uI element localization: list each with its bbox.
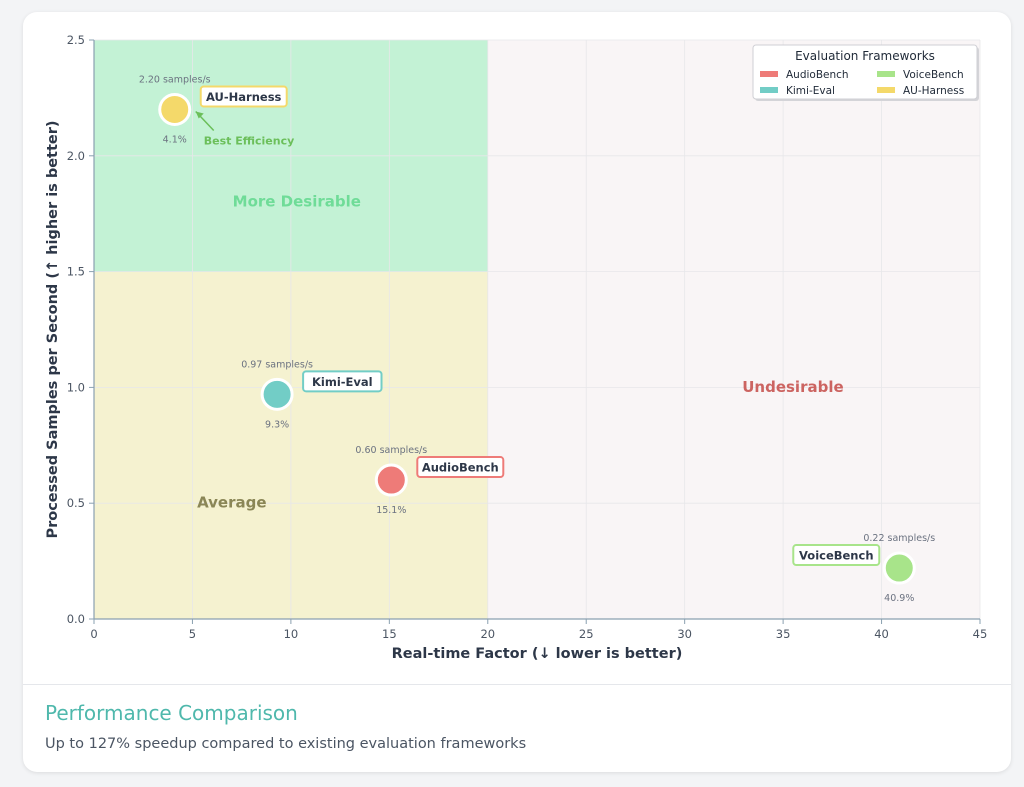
card-subtitle: Up to 127% speedup compared to existing … [45,736,527,752]
region-undesirable [487,40,980,619]
x-tick-label: 15 [382,627,397,641]
series-name-label: AudioBench [422,461,499,475]
x-axis-label: Real-time Factor (↓ lower is better) [392,646,683,662]
card-divider [23,684,1011,685]
point-voicebench [882,551,916,585]
x-tick-label: 20 [480,627,495,641]
y-tick-label: 2.5 [67,33,85,47]
legend-entry-label: AudioBench [786,69,849,81]
x-tick-label: 0 [90,627,97,641]
point-audiobench [374,463,408,497]
y-axis-label: Processed Samples per Second (↑ higher i… [45,120,61,538]
y-tick-label: 1.0 [67,380,85,394]
legend-swatch [760,71,778,77]
x-tick-label: 35 [776,627,791,641]
series-name-box [416,456,505,479]
legend-swatch [760,87,778,93]
annotation-arrow-head [195,111,204,119]
point-percent-label: 15.1% [376,505,406,516]
x-tick-label: 25 [579,627,594,641]
legend-swatch [877,71,895,77]
series-name-box [792,544,881,567]
region-label: Undesirable [742,378,843,396]
point-percent-label: 4.1% [163,134,187,145]
y-tick-label: 1.5 [67,265,85,279]
point-au-harness [158,92,192,126]
point-percent-label: 40.9% [884,593,914,604]
annotation-label: Best Efficiency [204,134,295,147]
series-name-box [302,370,383,393]
point-value-label: 0.60 samples/s [355,445,427,456]
x-tick-label: 45 [973,627,988,641]
legend-entry-label: AU-Harness [903,85,964,97]
point-percent-label: 9.3% [265,419,289,430]
scatter-chart: More Desirable Average Undesirable 0 5 10 15 20… [45,33,988,662]
series-name-label: AU-Harness [206,90,282,104]
point-value-label: 2.20 samples/s [139,74,211,85]
series-name-box [199,85,288,108]
series-name-label: VoiceBench [799,549,874,563]
region-label: Average [197,494,266,512]
series-name-label: Kimi-Eval [312,375,373,389]
legend-box [752,44,978,100]
x-tick-label: 5 [189,627,196,641]
legend-swatch [877,87,895,93]
y-tick-label: 0.5 [67,496,85,510]
point-kimi-eval [260,377,294,411]
x-tick-label: 10 [284,627,299,641]
chart-area: More Desirable Average Undesirable 0 5 10 15 20… [23,12,1011,684]
y-tick-label: 2.0 [67,149,85,163]
region-label: More Desirable [233,193,361,211]
x-tick-label: 40 [874,627,889,641]
legend-entry-label: Kimi-Eval [786,85,835,97]
point-value-label: 0.97 samples/s [241,359,313,370]
y-tick-label: 0.0 [67,612,85,626]
point-value-label: 0.22 samples/s [863,533,935,544]
legend-title: Evaluation Frameworks [795,49,935,63]
legend-entry-label: VoiceBench [903,69,964,81]
performance-card: More Desirable Average Undesirable 0 5 10 15 20… [23,12,1011,772]
x-tick-label: 30 [677,627,692,641]
card-title: Performance Comparison [45,701,298,725]
